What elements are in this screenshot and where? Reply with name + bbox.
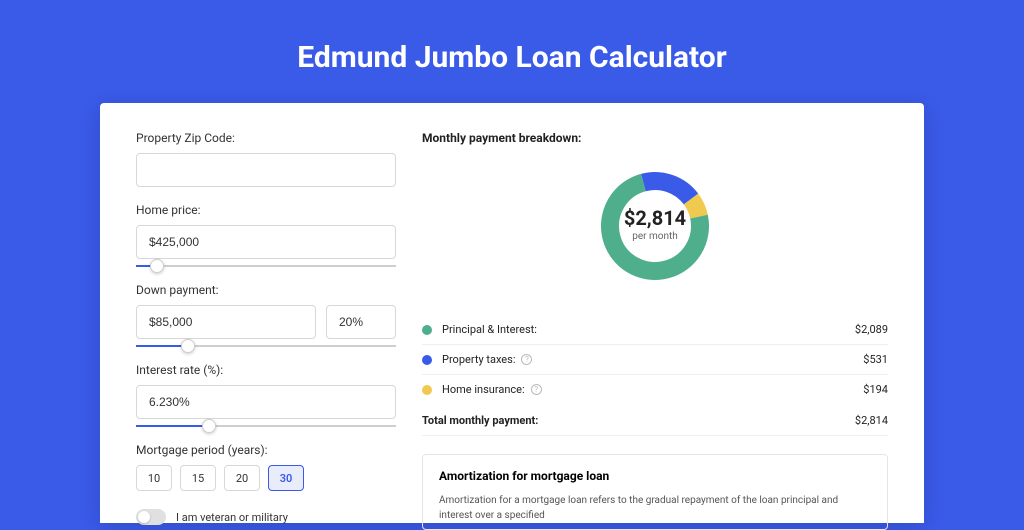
interest-slider-thumb[interactable]	[202, 419, 216, 433]
down-payment-pct-input[interactable]	[326, 305, 396, 339]
down-payment-label: Down payment:	[136, 283, 396, 297]
zip-input[interactable]	[136, 153, 396, 187]
breakdown-row: Property taxes:?$531	[422, 345, 888, 375]
page-title: Edmund Jumbo Loan Calculator	[0, 0, 1024, 103]
down-payment-slider[interactable]	[136, 345, 396, 347]
down-payment-field-group: Down payment:	[136, 283, 396, 347]
home-price-field-group: Home price:	[136, 203, 396, 267]
total-row: Total monthly payment: $2,814	[422, 404, 888, 436]
breakdown-value: $2,089	[855, 323, 888, 336]
veteran-row: I am veteran or military	[136, 509, 396, 525]
info-icon[interactable]: ?	[521, 354, 532, 365]
interest-slider-fill	[136, 425, 209, 427]
donut-chart-wrap: $2,814 per month	[422, 161, 888, 291]
donut-chart: $2,814 per month	[590, 161, 720, 291]
calculator-card: Property Zip Code: Home price: Down paym…	[100, 103, 924, 523]
period-button-15[interactable]: 15	[180, 465, 216, 491]
legend-swatch	[422, 385, 432, 395]
amortization-title: Amortization for mortgage loan	[439, 469, 871, 483]
breakdown-label: Home insurance:?	[442, 383, 863, 396]
legend-swatch	[422, 355, 432, 365]
amortization-text: Amortization for a mortgage loan refers …	[439, 493, 871, 523]
period-button-30[interactable]: 30	[268, 465, 304, 491]
period-button-10[interactable]: 10	[136, 465, 172, 491]
breakdown-label: Property taxes:?	[442, 353, 863, 366]
zip-label: Property Zip Code:	[136, 131, 396, 145]
breakdown-label: Principal & Interest:	[442, 323, 855, 336]
amortization-box: Amortization for mortgage loan Amortizat…	[422, 454, 888, 530]
zip-field-group: Property Zip Code:	[136, 131, 396, 187]
interest-field-group: Interest rate (%):	[136, 363, 396, 427]
down-payment-input[interactable]	[136, 305, 316, 339]
period-options: 10 15 20 30	[136, 465, 396, 491]
legend-swatch	[422, 325, 432, 335]
interest-input[interactable]	[136, 385, 396, 419]
home-price-slider-thumb[interactable]	[150, 259, 164, 273]
breakdown-column: Monthly payment breakdown: $2,814 per mo…	[422, 131, 888, 523]
breakdown-title: Monthly payment breakdown:	[422, 131, 888, 145]
veteran-label: I am veteran or military	[176, 511, 288, 524]
veteran-toggle[interactable]	[136, 509, 166, 525]
inputs-column: Property Zip Code: Home price: Down paym…	[136, 131, 396, 523]
donut-center-amount: $2,814	[624, 206, 686, 230]
home-price-slider[interactable]	[136, 265, 396, 267]
home-price-input[interactable]	[136, 225, 396, 259]
breakdown-row: Home insurance:?$194	[422, 375, 888, 404]
period-label: Mortgage period (years):	[136, 443, 396, 457]
interest-slider[interactable]	[136, 425, 396, 427]
breakdown-rows: Principal & Interest:$2,089Property taxe…	[422, 315, 888, 404]
total-value: $2,814	[855, 414, 888, 427]
total-label: Total monthly payment:	[422, 414, 855, 427]
down-payment-slider-thumb[interactable]	[181, 339, 195, 353]
info-icon[interactable]: ?	[531, 384, 542, 395]
breakdown-value: $194	[863, 383, 888, 396]
period-field-group: Mortgage period (years): 10 15 20 30	[136, 443, 396, 491]
donut-center-sub: per month	[632, 231, 678, 242]
breakdown-value: $531	[863, 353, 888, 366]
home-price-label: Home price:	[136, 203, 396, 217]
interest-label: Interest rate (%):	[136, 363, 396, 377]
period-button-20[interactable]: 20	[224, 465, 260, 491]
breakdown-row: Principal & Interest:$2,089	[422, 315, 888, 345]
